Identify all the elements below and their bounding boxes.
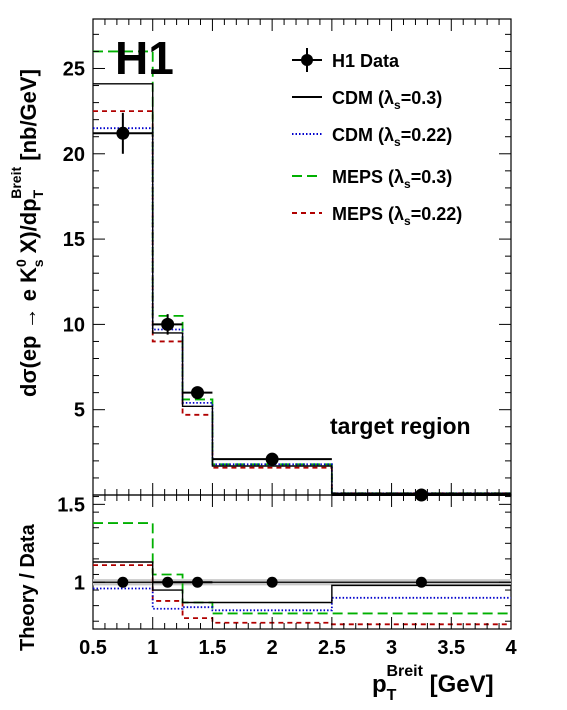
legend-label-data: H1 Data	[332, 51, 400, 71]
x-tick-label-2: 1.5	[199, 637, 227, 659]
legend-entry-cdm-022: CDM (λs=0.22)	[292, 125, 452, 149]
ratio-data-point-2	[192, 576, 203, 588]
ratio-data-point-4	[415, 576, 427, 588]
ratio-y-tick-label-0: 1	[74, 572, 85, 594]
ratio-y-axis-label: Theory / Data	[17, 523, 39, 651]
main-plot-area	[93, 50, 511, 502]
region-annotation: target region	[330, 413, 471, 439]
ratio-data-point-3	[266, 576, 278, 588]
legend-label-meps-03: MEPS (λs=0.3)	[332, 167, 452, 191]
experiment-label: H1	[115, 32, 174, 84]
x-tick-label-7: 4	[505, 637, 517, 659]
x-axis-label: pTBreit [GeV]	[372, 663, 494, 704]
ratio-data-point-0	[117, 576, 129, 588]
main-series-line-0	[93, 83, 511, 494]
main-data-point-2	[191, 386, 204, 400]
ratio-y-tick-label-1: 1.5	[57, 494, 85, 516]
ratio-series-line-2	[93, 522, 511, 615]
legend: H1 Data CDM (λs=0.3) CDM (λs=0.22) MEPS …	[292, 48, 462, 228]
legend-entry-data: H1 Data	[292, 48, 400, 72]
main-y-axis-label: dσ(ep → e K0s X)/dpTBreit [nb/GeV]	[8, 69, 46, 397]
axes-ticks: 5 10 15 20 25 0.5 1 1.5 2 2.5 3 3.5 4 1 1.5	[57, 19, 517, 659]
legend-label-meps-022: MEPS (λs=0.22)	[332, 204, 462, 228]
main-y-tick-label-0: 5	[74, 400, 85, 422]
ratio-series-line-0	[93, 561, 511, 604]
ratio-data-point-1	[162, 576, 174, 588]
legend-label-cdm-03: CDM (λs=0.3)	[332, 88, 442, 112]
ratio-plot-area	[93, 522, 511, 626]
x-tick-label-6: 3.5	[437, 637, 465, 659]
main-y-tick-label-1: 10	[63, 314, 85, 336]
main-data-point-3	[265, 452, 279, 466]
ratio-series-line-1	[93, 587, 511, 612]
main-data-point-0	[116, 126, 130, 140]
legend-entry-meps-022: MEPS (λs=0.22)	[292, 204, 462, 228]
x-tick-label-5: 3	[386, 637, 397, 659]
main-y-tick-label-3: 20	[63, 144, 85, 166]
main-y-tick-label-2: 15	[63, 229, 85, 251]
legend-label-cdm-022: CDM (λs=0.22)	[332, 125, 452, 149]
x-tick-label-3: 2	[267, 637, 278, 659]
ratio-plot-frame	[92, 494, 512, 630]
x-tick-label-1: 1	[147, 637, 158, 659]
x-tick-label-4: 2.5	[318, 637, 346, 659]
main-data-point-4	[414, 488, 428, 502]
main-data-point-1	[161, 317, 175, 331]
main-y-tick-label-4: 25	[63, 58, 85, 80]
legend-entry-cdm-03: CDM (λs=0.3)	[292, 88, 442, 112]
legend-entry-meps-03: MEPS (λs=0.3)	[292, 167, 452, 191]
x-tick-label-0: 0.5	[79, 637, 107, 659]
